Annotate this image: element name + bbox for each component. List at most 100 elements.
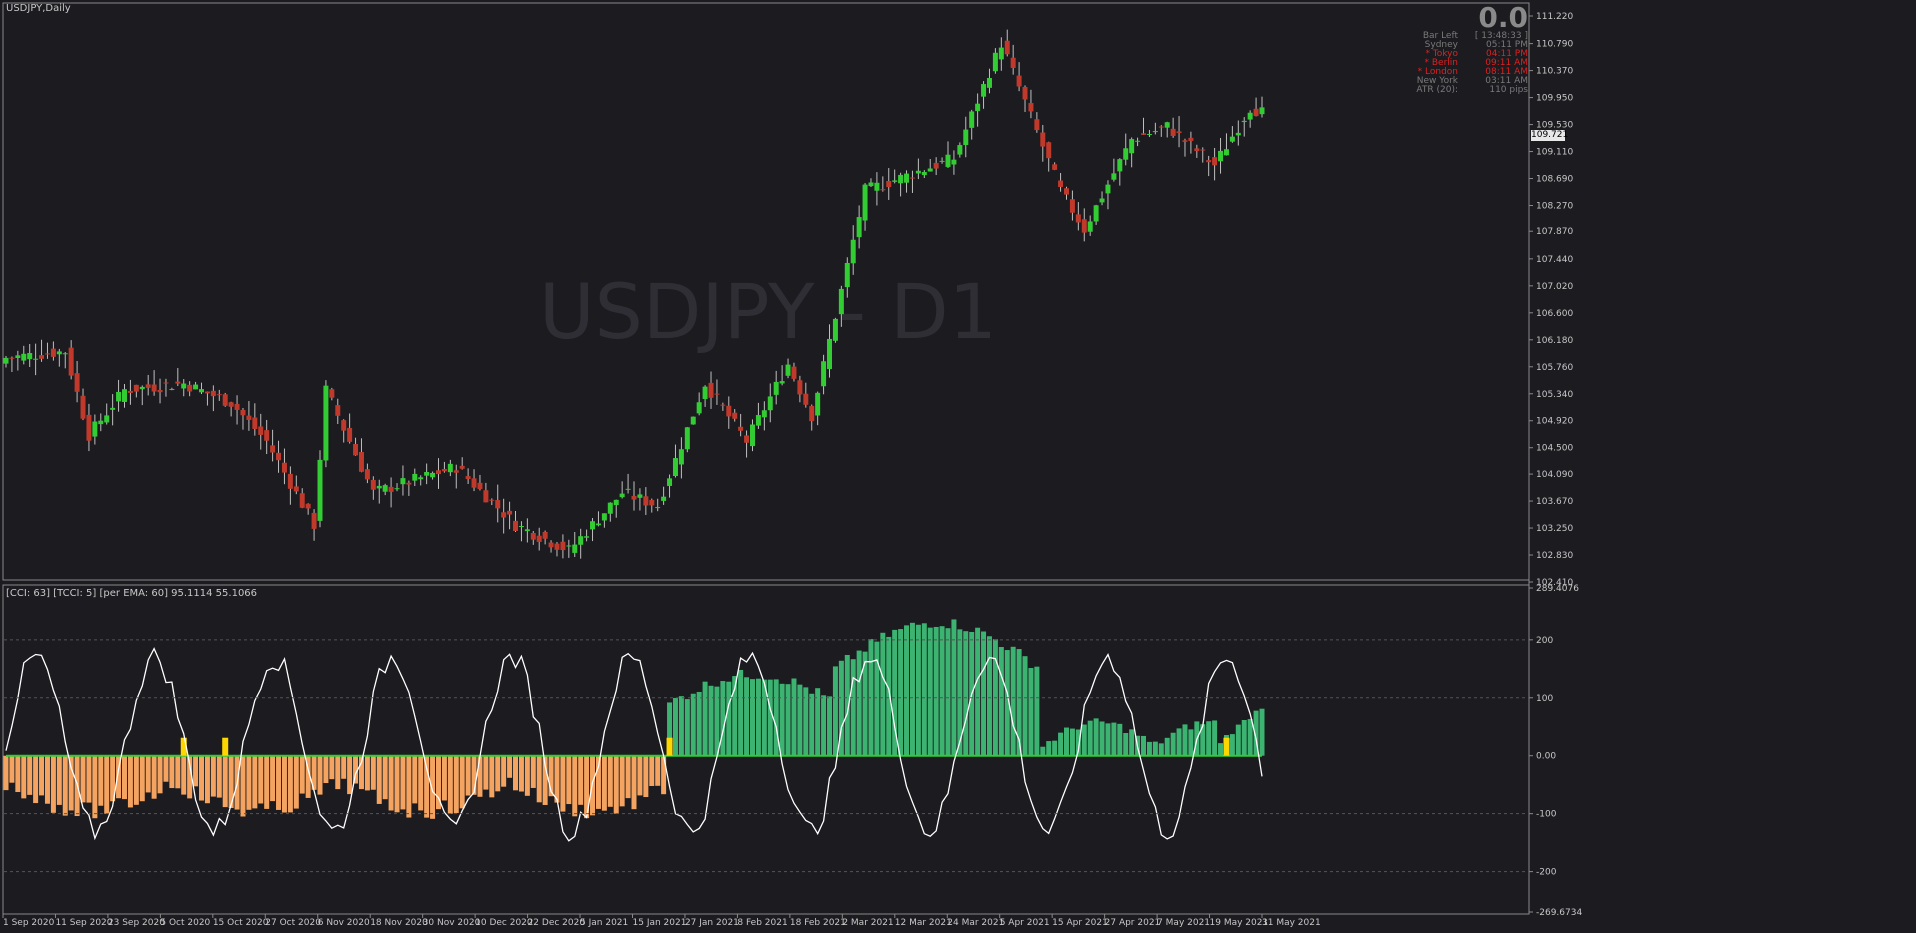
histogram-bar [163, 755, 169, 782]
candle-body [945, 154, 951, 167]
candle-body [9, 357, 15, 359]
candle-body [1164, 122, 1170, 128]
histogram-bar [92, 755, 98, 819]
histogram-bar [957, 629, 963, 756]
candle-body [181, 383, 187, 389]
info-row-label: * Berlin [1424, 58, 1458, 68]
histogram-bar [755, 678, 761, 756]
histogram-bar [578, 755, 584, 805]
price-axis-label: 108.270 [1536, 202, 1573, 212]
candle-body [749, 424, 755, 447]
time-axis-label: 18 Feb 2021 [790, 918, 846, 928]
candle-body [720, 404, 726, 406]
histogram-bar [1141, 735, 1147, 756]
histogram-bar [726, 681, 732, 756]
histogram-bar [489, 755, 495, 798]
histogram-bar [844, 654, 850, 756]
histogram-bar [803, 687, 809, 756]
histogram-bar [193, 755, 199, 787]
indicator-axis-label: -200 [1536, 868, 1557, 878]
price-axis-label: 107.870 [1536, 227, 1573, 237]
histogram-bar [3, 755, 9, 791]
candle-body [590, 521, 596, 530]
histogram-bar [815, 688, 821, 756]
histogram-bar [465, 755, 471, 796]
histogram-bar [986, 636, 992, 756]
candle-body [281, 462, 287, 473]
candle-body [868, 182, 874, 187]
price-axis-label: 104.090 [1536, 470, 1573, 480]
histogram-bar [761, 679, 767, 756]
info-big-value: 0.0 [1478, 1, 1528, 34]
candle-body [15, 355, 21, 359]
histogram-bar [536, 755, 542, 803]
candle-body [27, 353, 33, 360]
price-axis-label: 104.500 [1536, 444, 1573, 454]
candle-body [1087, 221, 1093, 232]
info-row-value: 03:11 AM [1485, 76, 1528, 86]
price-axis-label: 109.530 [1536, 121, 1573, 131]
histogram-bar [441, 755, 447, 801]
info-row-label: ATR (20): [1416, 85, 1458, 95]
histogram-bar [507, 755, 513, 778]
histogram-bar [915, 624, 921, 756]
candle-body [1058, 180, 1064, 187]
histogram-bar [388, 755, 394, 811]
histogram-bar [785, 684, 791, 756]
histogram-bar [708, 685, 714, 756]
histogram-bar [1229, 734, 1235, 756]
candle-body [779, 381, 785, 384]
histogram-bar [347, 755, 353, 795]
histogram-bar [305, 755, 311, 798]
histogram-bar [1164, 737, 1170, 756]
signal-marker [180, 737, 187, 756]
candle-body [1146, 133, 1152, 135]
candle-body [690, 416, 696, 425]
candle-body [613, 499, 619, 506]
histogram-bar [1028, 668, 1034, 756]
candle-body [649, 500, 655, 506]
histogram-bar [21, 755, 27, 799]
histogram-bar [827, 696, 833, 756]
histogram-bar [690, 693, 696, 756]
candle-body [116, 391, 122, 402]
price-axis-label: 103.250 [1536, 524, 1573, 534]
histogram-bar [1129, 729, 1135, 756]
candle-body [696, 402, 702, 414]
histogram-bar [909, 622, 915, 756]
histogram-bar [1200, 724, 1206, 756]
info-row: * Berlin 09:11 AM [1328, 59, 1528, 68]
info-row-value: 110 pips [1489, 85, 1528, 95]
candle-body [584, 536, 590, 538]
candle-body [667, 478, 673, 486]
candle-body [62, 353, 68, 355]
signal-marker [666, 737, 673, 756]
histogram-bar [1034, 666, 1040, 756]
price-axis-label: 103.670 [1536, 497, 1573, 507]
time-axis-label: 5 Oct 2020 [160, 918, 210, 928]
candle-body [981, 84, 987, 97]
candle-body [702, 386, 708, 399]
histogram-bar [791, 678, 797, 756]
candle-body [459, 465, 465, 469]
candle-body [270, 445, 276, 453]
histogram-bar [447, 755, 453, 814]
histogram-bar [453, 755, 459, 813]
histogram-bar [353, 755, 359, 784]
histogram-bar [1241, 719, 1247, 756]
info-row-label: * London [1417, 67, 1458, 77]
candle-body [1176, 131, 1182, 134]
histogram-bar [293, 755, 299, 809]
candle-body [193, 384, 199, 390]
time-axis-label: 2 Mar 2021 [842, 918, 893, 928]
histogram-bar [1259, 708, 1265, 756]
candle-body [791, 366, 797, 379]
histogram-bar [595, 755, 601, 809]
time-axis-label: 22 Dec 2020 [528, 918, 586, 928]
histogram-bar [299, 755, 305, 794]
cci-line [5, 647, 1263, 842]
candle-body [678, 449, 684, 465]
histogram-bar [376, 755, 382, 804]
candle-body [1194, 148, 1200, 152]
